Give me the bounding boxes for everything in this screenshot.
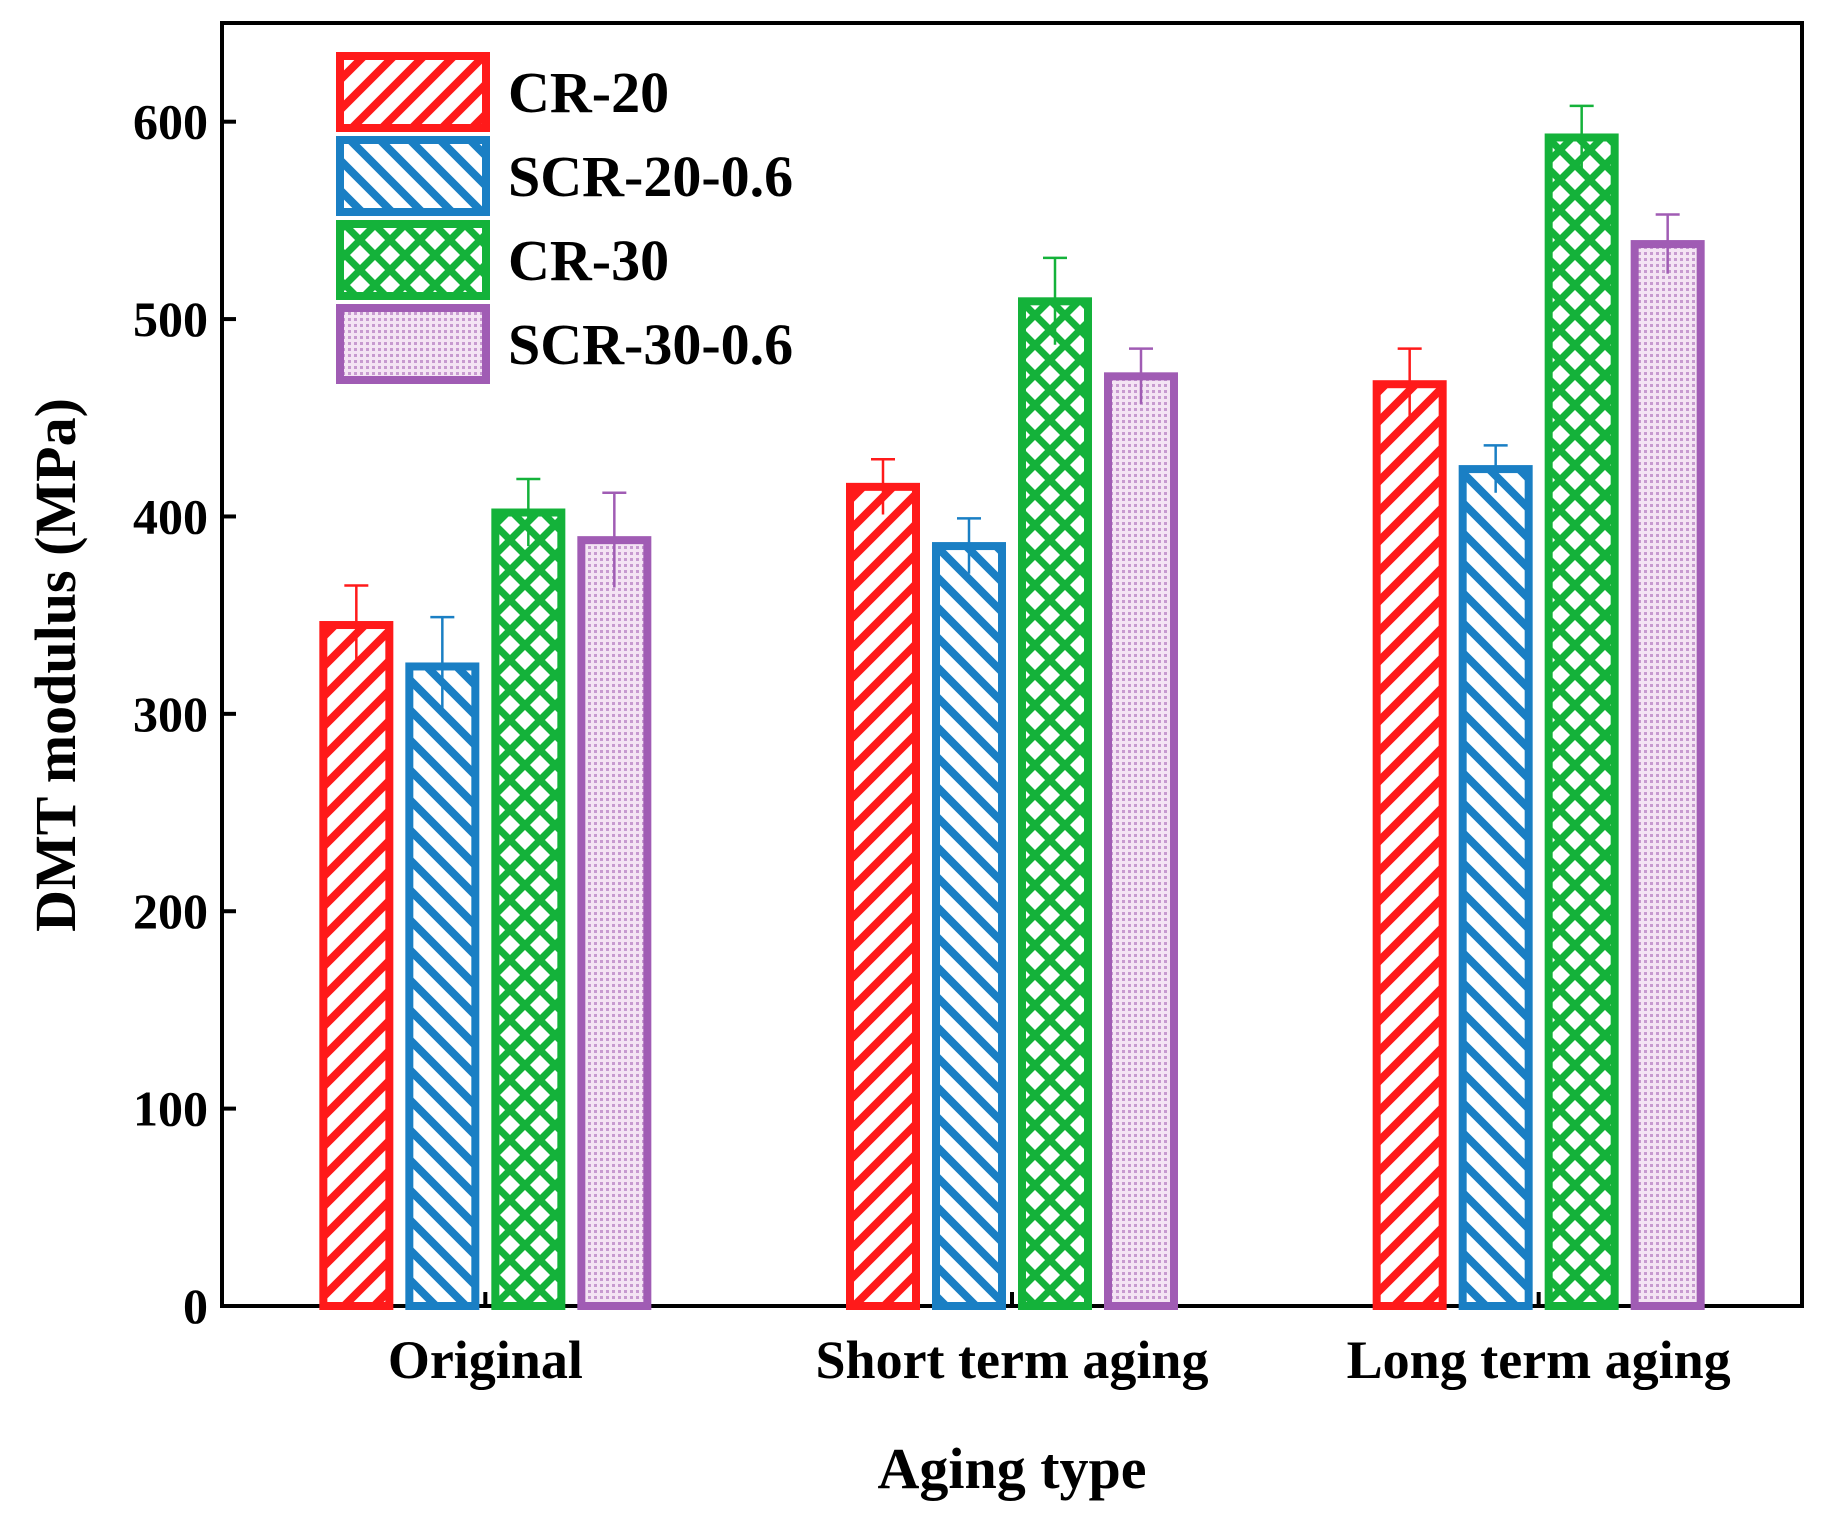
bar: [1372, 380, 1447, 1310]
bar: [405, 662, 480, 1310]
bar: [577, 536, 652, 1310]
bar: [1544, 133, 1619, 1311]
x-axis-title: Aging type: [877, 1436, 1146, 1501]
x-tick-label: Long term aging: [1347, 1330, 1731, 1390]
legend-label: CR-20: [508, 60, 669, 125]
bar: [1104, 372, 1178, 1310]
legend-label: CR-30: [508, 228, 669, 293]
y-axis: 0 100 200 300 400 500 600: [133, 94, 236, 1334]
bar: [1018, 297, 1092, 1310]
legend-swatch: [336, 136, 490, 216]
error-bars: [344, 104, 1680, 716]
y-tick-label: 100: [133, 1081, 208, 1137]
bar: [491, 508, 566, 1310]
legend-swatch: [336, 220, 490, 300]
y-axis-title: DMT modulus (MPa): [23, 398, 88, 932]
bar: [1458, 465, 1533, 1310]
x-tick-label: Short term aging: [816, 1330, 1209, 1390]
y-tick-label: 200: [133, 883, 208, 939]
bar: [932, 542, 1006, 1310]
x-tick-label: Original: [388, 1330, 583, 1390]
y-tick-label: 400: [133, 488, 208, 544]
y-tick-label: 0: [183, 1278, 208, 1334]
y-tick-label: 300: [133, 686, 208, 742]
x-axis: Original Short term aging Long term aging: [388, 1292, 1731, 1390]
bar: [1630, 240, 1705, 1310]
legend: CR-20 SCR-20-0.6 CR-30 SCR-30-0.6: [336, 52, 793, 384]
legend-swatch: [336, 304, 490, 384]
bar: [846, 482, 920, 1311]
bar: [319, 621, 394, 1310]
y-tick-label: 500: [133, 291, 208, 347]
legend-label: SCR-30-0.6: [508, 312, 793, 377]
legend-swatch: [336, 52, 490, 132]
bars: [319, 133, 1705, 1311]
legend-label: SCR-20-0.6: [508, 144, 793, 209]
y-tick-label: 600: [133, 94, 208, 150]
